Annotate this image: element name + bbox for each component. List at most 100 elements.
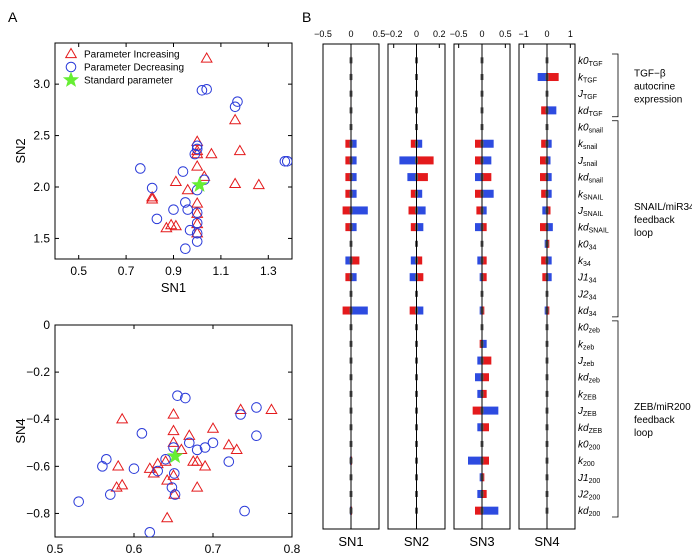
increase-point	[116, 412, 129, 424]
group-label: TGF−β	[634, 68, 666, 79]
parameter-label: k034	[578, 239, 596, 251]
increase-bar	[416, 256, 423, 265]
decrease-point	[168, 204, 179, 215]
increase-bar	[475, 139, 482, 148]
increase-bar	[476, 206, 482, 215]
group-label: loop	[634, 428, 653, 439]
increase-point	[146, 190, 159, 202]
bar-subplot-sn3: −0.5 0 0.5 SN3	[450, 29, 512, 549]
increase-bar	[540, 173, 547, 182]
increase-bar	[482, 389, 487, 398]
x-axis-label: SN1	[161, 280, 186, 295]
decrease-bar	[351, 139, 357, 148]
increase-point	[233, 144, 247, 156]
decrease-bar	[547, 223, 553, 232]
group-label: loop	[634, 228, 653, 239]
parameter-label: kTGF	[578, 73, 597, 85]
increase-bar	[482, 173, 492, 182]
decrease-point	[189, 148, 201, 160]
y-tick-label: 2.5	[33, 129, 50, 143]
decrease-point	[168, 468, 180, 479]
parameter-label: J1200	[577, 473, 600, 485]
decrease-point	[136, 428, 148, 439]
increase-point	[161, 511, 174, 523]
increase-point	[167, 408, 180, 419]
x-tick-label: 0	[544, 29, 549, 39]
bar-subplot-sn1: −0.5 0 0.5 SN1	[314, 29, 385, 549]
standard-point	[191, 176, 208, 192]
decrease-bar	[407, 173, 417, 182]
increase-bar	[540, 156, 547, 165]
decrease-point	[177, 166, 189, 177]
y-tick-label: 3.0	[33, 77, 50, 91]
decrease-bar	[482, 156, 492, 165]
increase-bar	[541, 189, 547, 198]
scatter-sn1-sn2: 0.5 0.7 0.9 1.1 1.3 1.5 2.0 2.5 3.0 SN1 SN2 Paramet…	[13, 42, 293, 295]
increase-bar	[542, 273, 547, 282]
increase-point	[198, 170, 211, 181]
increase-point	[228, 177, 242, 189]
decrease-point	[182, 204, 194, 215]
decrease-bar	[547, 256, 552, 265]
subplot-label: SN4	[534, 534, 559, 549]
panel-label-b: B	[302, 9, 311, 25]
increase-bar	[482, 356, 492, 365]
parameter-label: J134	[577, 273, 596, 285]
decrease-bar	[351, 273, 357, 282]
y-tick-label: −0.6	[26, 459, 50, 473]
parameter-label: Jsnail	[577, 156, 598, 168]
x-tick-label: 0	[348, 29, 353, 39]
increase-bar	[475, 156, 482, 165]
decrease-bar	[482, 506, 499, 515]
increase-bar	[416, 273, 424, 282]
increase-point	[191, 455, 204, 466]
decrease-point	[184, 437, 195, 449]
decrease-point	[251, 430, 262, 442]
decrease-point	[144, 526, 156, 537]
increase-point	[110, 481, 123, 492]
increase-bar	[482, 456, 489, 465]
decrease-point	[251, 402, 262, 413]
increase-point	[191, 481, 204, 492]
sensitivity-bar-panel: −0.5 0 0.5 SN1 −0.2 0 0.2 SN2 −0.5 0 0.5 SN3 −1 0 1 SN4…	[314, 29, 609, 549]
parameter-label: k0zeb	[578, 323, 600, 335]
increase-point	[206, 422, 220, 433]
decrease-point	[191, 207, 203, 219]
decrease-bar	[537, 73, 547, 82]
decrease-point	[128, 463, 140, 474]
x-tick-label: −0.2	[385, 29, 403, 39]
decrease-bar	[410, 256, 417, 265]
parameter-label: JSNAIL	[577, 206, 603, 218]
decrease-bar	[475, 223, 482, 232]
increase-point	[167, 436, 180, 447]
decrease-point	[160, 453, 171, 465]
decrease-bar	[475, 173, 482, 182]
increase-bar	[408, 206, 417, 215]
x-tick-label: 0.7	[205, 542, 222, 556]
decrease-point	[191, 143, 203, 155]
group-label: expression	[634, 94, 682, 105]
increase-bar	[482, 256, 487, 265]
bar-subplot-sn2: −0.2 0 0.2 SN2	[385, 29, 446, 549]
increase-bar	[482, 273, 487, 282]
increase-point	[159, 455, 172, 466]
parameter-label: J2200	[577, 489, 600, 501]
x-tick-label: 0.5	[373, 29, 386, 39]
parameter-label: k0snail	[578, 123, 603, 135]
parameter-label: kdTGF	[578, 106, 603, 118]
decrease-bar	[547, 156, 551, 165]
increase-bar	[342, 206, 351, 215]
decrease-bar	[547, 273, 552, 282]
parameter-label: k34	[578, 256, 591, 268]
legend-marker-circle	[65, 61, 77, 73]
decrease-bar	[477, 389, 482, 398]
group-label: ZEB/miR200	[634, 402, 691, 413]
parameter-label: kSNAIL	[578, 189, 603, 201]
group-label: autocrine	[634, 81, 676, 92]
y-tick-label: −0.4	[26, 412, 50, 426]
decrease-bar	[399, 156, 417, 165]
increase-point	[191, 196, 204, 208]
decrease-point	[73, 496, 84, 507]
increase-bar	[475, 506, 482, 515]
decrease-bar	[345, 256, 351, 265]
